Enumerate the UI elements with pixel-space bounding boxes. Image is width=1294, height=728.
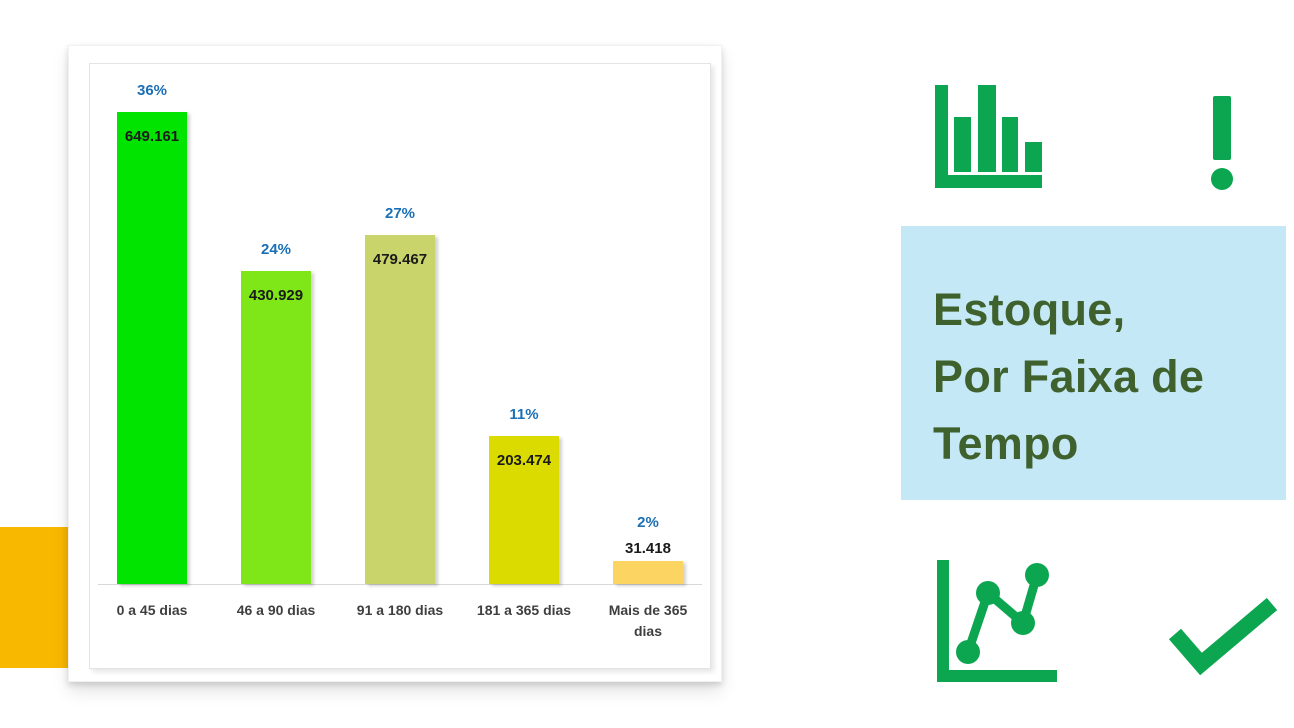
bar-column: 11% 203.474 181 a 365 dias: [462, 64, 586, 618]
chart-card: 36% 649.161 0 a 45 dias 24% 430.929 46 a 90 d…: [68, 45, 722, 682]
bar-percent-label: 36%: [136, 82, 168, 99]
bar-chart-icon: [935, 85, 1042, 188]
bar-value-label: 479.467: [372, 251, 428, 268]
bar-value-label: 430.929: [248, 287, 304, 304]
bar-0-a-45-dias[interactable]: [117, 112, 187, 584]
bar-column: 27% 479.467 91 a 180 dias: [338, 64, 462, 618]
line-chart-icon: [937, 560, 1057, 682]
bar-percent-label: 11%: [509, 406, 539, 423]
bar-mais-de-365-dias[interactable]: [613, 561, 683, 584]
x-axis-label: 181 a 365 dias: [476, 602, 572, 618]
bar-column: 2% 31.418 Mais de 365 dias: [586, 64, 710, 639]
checkmark-icon: [1168, 598, 1278, 676]
x-axis-label: 46 a 90 dias: [236, 602, 316, 618]
x-axis-line: [98, 584, 702, 585]
x-axis-label: Mais de 365 dias: [608, 602, 688, 639]
x-axis-label: 91 a 180 dias: [356, 602, 444, 618]
bar-column: 24% 430.929 46 a 90 dias: [214, 64, 338, 618]
bar-column: 36% 649.161 0 a 45 dias: [90, 64, 214, 618]
bar-value-label: 203.474: [496, 452, 552, 469]
bar-percent-label: 27%: [384, 205, 416, 222]
x-axis-label: 0 a 45 dias: [116, 602, 188, 618]
title-line-1: Estoque,: [933, 284, 1126, 335]
bar-value-label: 31.418: [625, 540, 671, 557]
bar-181-a-365-dias[interactable]: [489, 436, 559, 584]
title-line-3: Tempo: [933, 418, 1079, 469]
bar-percent-label: 2%: [637, 514, 659, 531]
bar-percent-label: 24%: [260, 241, 292, 258]
title-line-2: Por Faixa de: [933, 351, 1205, 402]
bar-46-a-90-dias[interactable]: [241, 271, 311, 584]
exclamation-icon: [1211, 96, 1233, 190]
accent-block-orange: [0, 527, 72, 668]
bar-91-a-180-dias[interactable]: [365, 235, 435, 584]
title-panel: Estoque, Por Faixa de Tempo: [901, 226, 1286, 500]
chart-plot-area: 36% 649.161 0 a 45 dias 24% 430.929 46 a 90 d…: [89, 63, 711, 669]
bar-value-label: 649.161: [124, 128, 180, 145]
